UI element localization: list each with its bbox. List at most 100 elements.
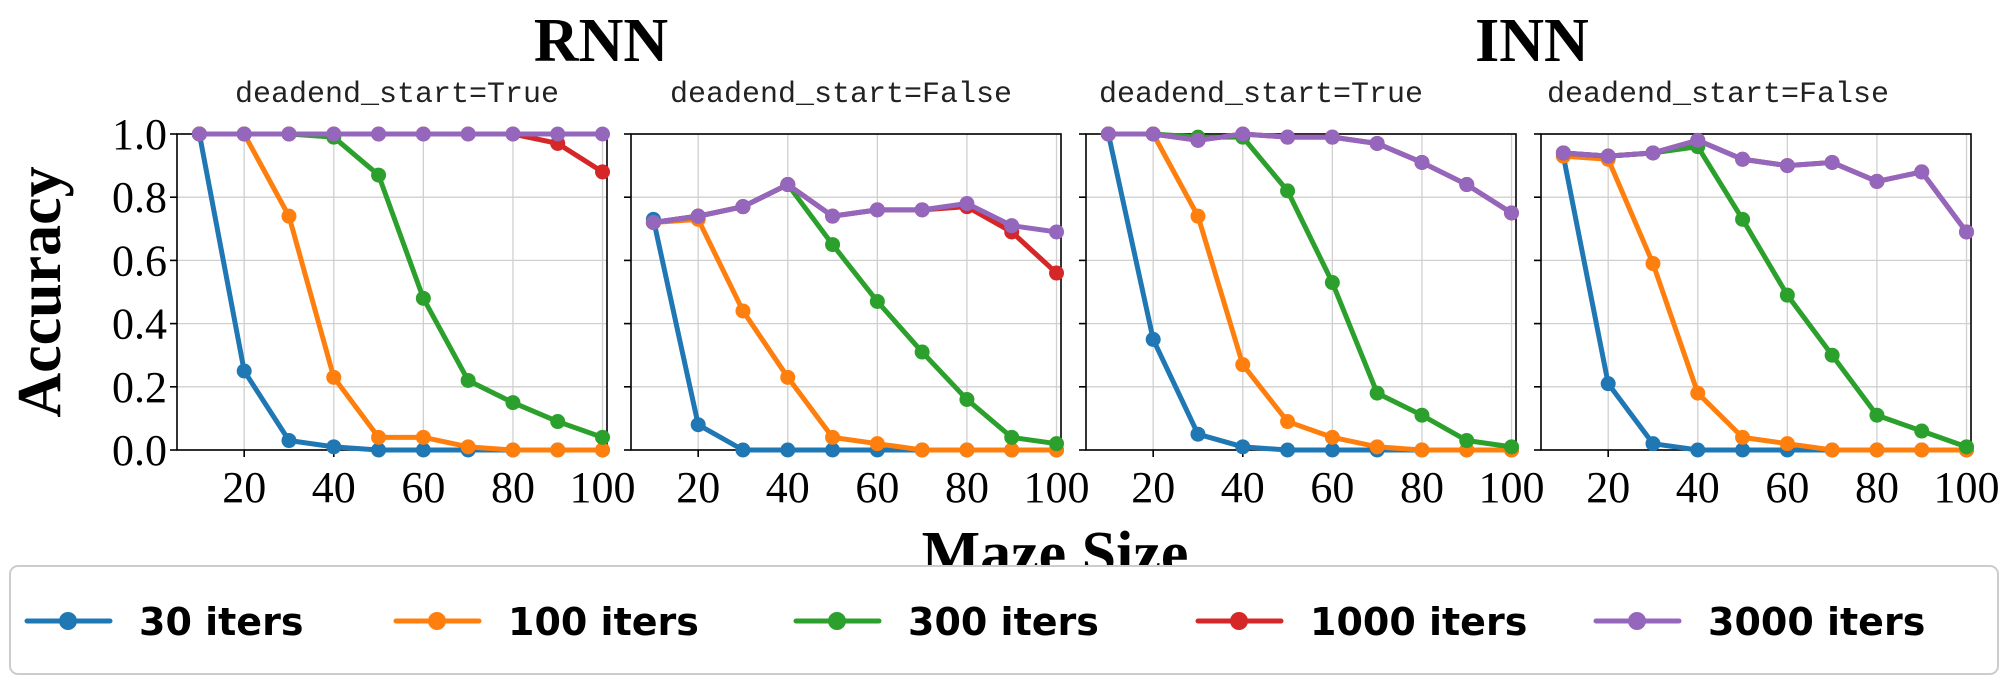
data-point-3000-iters — [645, 214, 661, 230]
legend-label-100-iters: 100 iters — [508, 600, 699, 644]
data-point-100-iters — [1735, 429, 1751, 445]
data-point-300-iters — [371, 167, 387, 183]
data-point-300-iters — [1914, 423, 1930, 439]
legend-label-30-iters: 30 iters — [139, 600, 303, 644]
data-point-3000-iters — [1824, 154, 1840, 170]
data-point-3000-iters — [735, 199, 751, 215]
data-point-3000-iters — [326, 126, 342, 142]
series-line-3000-iters — [650, 182, 1060, 235]
data-point-3000-iters — [1690, 132, 1706, 148]
x-tick-label: 20 — [1586, 463, 1630, 512]
y-tick-label: 0.2 — [112, 363, 167, 412]
data-point-3000-iters — [690, 208, 706, 224]
data-point-100-iters — [735, 303, 751, 319]
series-line-100-iters — [650, 216, 1060, 453]
panel-2: 20 40 60 80 100 — [624, 133, 1090, 512]
data-point-30-iters — [1735, 442, 1751, 458]
legend: 30 iters 100 iters 300 iters 1000 iters 3000… — [9, 565, 1999, 675]
data-point-3000-iters — [1004, 218, 1020, 234]
data-point-30-iters — [1235, 439, 1251, 455]
data-point-30-iters — [371, 442, 387, 458]
data-point-30-iters — [825, 442, 841, 458]
data-point-100-iters — [914, 442, 930, 458]
data-point-3000-iters — [460, 126, 476, 142]
data-point-100-iters — [595, 442, 611, 458]
data-point-3000-iters — [1504, 205, 1520, 221]
data-point-30-iters — [281, 433, 297, 449]
data-point-3000-iters — [236, 126, 252, 142]
data-point-3000-iters — [780, 177, 796, 193]
data-point-300-iters — [1504, 439, 1520, 455]
legend-label-1000-iters: 1000 iters — [1310, 600, 1527, 644]
data-point-300-iters — [1414, 407, 1430, 423]
data-point-300-iters — [1824, 347, 1840, 363]
x-tick-label: 60 — [1765, 463, 1809, 512]
data-point-300-iters — [415, 290, 431, 306]
x-tick-label: 60 — [1310, 463, 1354, 512]
data-point-100-iters — [825, 429, 841, 445]
data-point-3000-iters — [1459, 177, 1475, 193]
data-point-100-iters — [780, 369, 796, 385]
x-tick-label: 100 — [570, 463, 636, 512]
data-point-100-iters — [1914, 442, 1930, 458]
data-point-300-iters — [869, 293, 885, 309]
data-point-30-iters — [780, 442, 796, 458]
panel-4: 20 40 60 80 100 — [1534, 132, 2000, 512]
data-point-100-iters — [1414, 442, 1430, 458]
x-tick-label: 20 — [676, 463, 720, 512]
data-point-3000-iters — [595, 126, 611, 142]
data-point-3000-iters — [1959, 224, 1975, 240]
series-line-300-iters — [1105, 131, 1515, 450]
legend-swatch-marker-1000-iters — [1230, 612, 1248, 630]
data-point-3000-iters — [1600, 148, 1616, 164]
series-line-30-iters — [1105, 131, 1515, 453]
x-tick-label: 40 — [766, 463, 810, 512]
group-title-inn: INN — [1475, 7, 1589, 75]
data-point-100-iters — [326, 369, 342, 385]
data-point-3000-iters — [825, 208, 841, 224]
data-point-1000-iters — [595, 164, 611, 180]
legend-swatch-marker-3000-iters — [1628, 612, 1646, 630]
panel-3: 20 40 60 80 100 — [1079, 126, 1545, 512]
panel-title-2: deadend_start=False — [670, 78, 1012, 112]
x-tick-label: 20 — [1131, 463, 1175, 512]
x-tick-label: 40 — [1221, 463, 1265, 512]
legend-swatch-marker-30-iters — [59, 612, 77, 630]
x-tick-label: 80 — [1400, 463, 1444, 512]
data-point-300-iters — [1004, 429, 1020, 445]
data-point-3000-iters — [869, 202, 885, 218]
series-line-30-iters — [196, 131, 606, 453]
data-point-100-iters — [505, 442, 521, 458]
data-point-100-iters — [415, 429, 431, 445]
data-point-100-iters — [869, 436, 885, 452]
data-point-3000-iters — [1145, 126, 1161, 142]
panel-title-3: deadend_start=True — [1099, 78, 1423, 112]
x-tick-label: 80 — [1855, 463, 1899, 512]
data-point-30-iters — [1690, 442, 1706, 458]
series-line-3000-iters — [1560, 137, 1970, 235]
data-point-300-iters — [1869, 407, 1885, 423]
data-point-3000-iters — [1235, 126, 1251, 142]
data-point-300-iters — [1369, 385, 1385, 401]
data-point-100-iters — [371, 429, 387, 445]
x-tick-label: 100 — [1024, 463, 1090, 512]
series-line-100-iters — [196, 131, 606, 453]
data-point-30-iters — [735, 442, 751, 458]
data-point-300-iters — [959, 391, 975, 407]
data-point-3000-iters — [1645, 145, 1661, 161]
data-point-3000-iters — [1190, 132, 1206, 148]
data-point-3000-iters — [1049, 224, 1065, 240]
panel-title-4: deadend_start=False — [1547, 78, 1889, 112]
series-line-100-iters — [1560, 153, 1970, 453]
data-point-300-iters — [1459, 433, 1475, 449]
data-point-3000-iters — [281, 126, 297, 142]
data-point-30-iters — [1190, 426, 1206, 442]
data-point-100-iters — [1190, 208, 1206, 224]
legend-frame — [9, 565, 1999, 675]
data-point-300-iters — [1049, 436, 1065, 452]
plot-frame — [1540, 133, 1972, 451]
data-point-100-iters — [550, 442, 566, 458]
data-point-3000-iters — [371, 126, 387, 142]
x-tick-label: 40 — [312, 463, 356, 512]
data-point-100-iters — [460, 439, 476, 455]
